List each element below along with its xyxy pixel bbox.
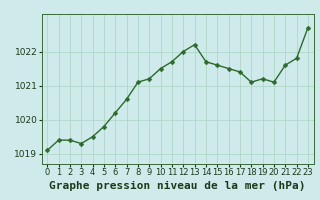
X-axis label: Graphe pression niveau de la mer (hPa): Graphe pression niveau de la mer (hPa) (49, 181, 306, 191)
